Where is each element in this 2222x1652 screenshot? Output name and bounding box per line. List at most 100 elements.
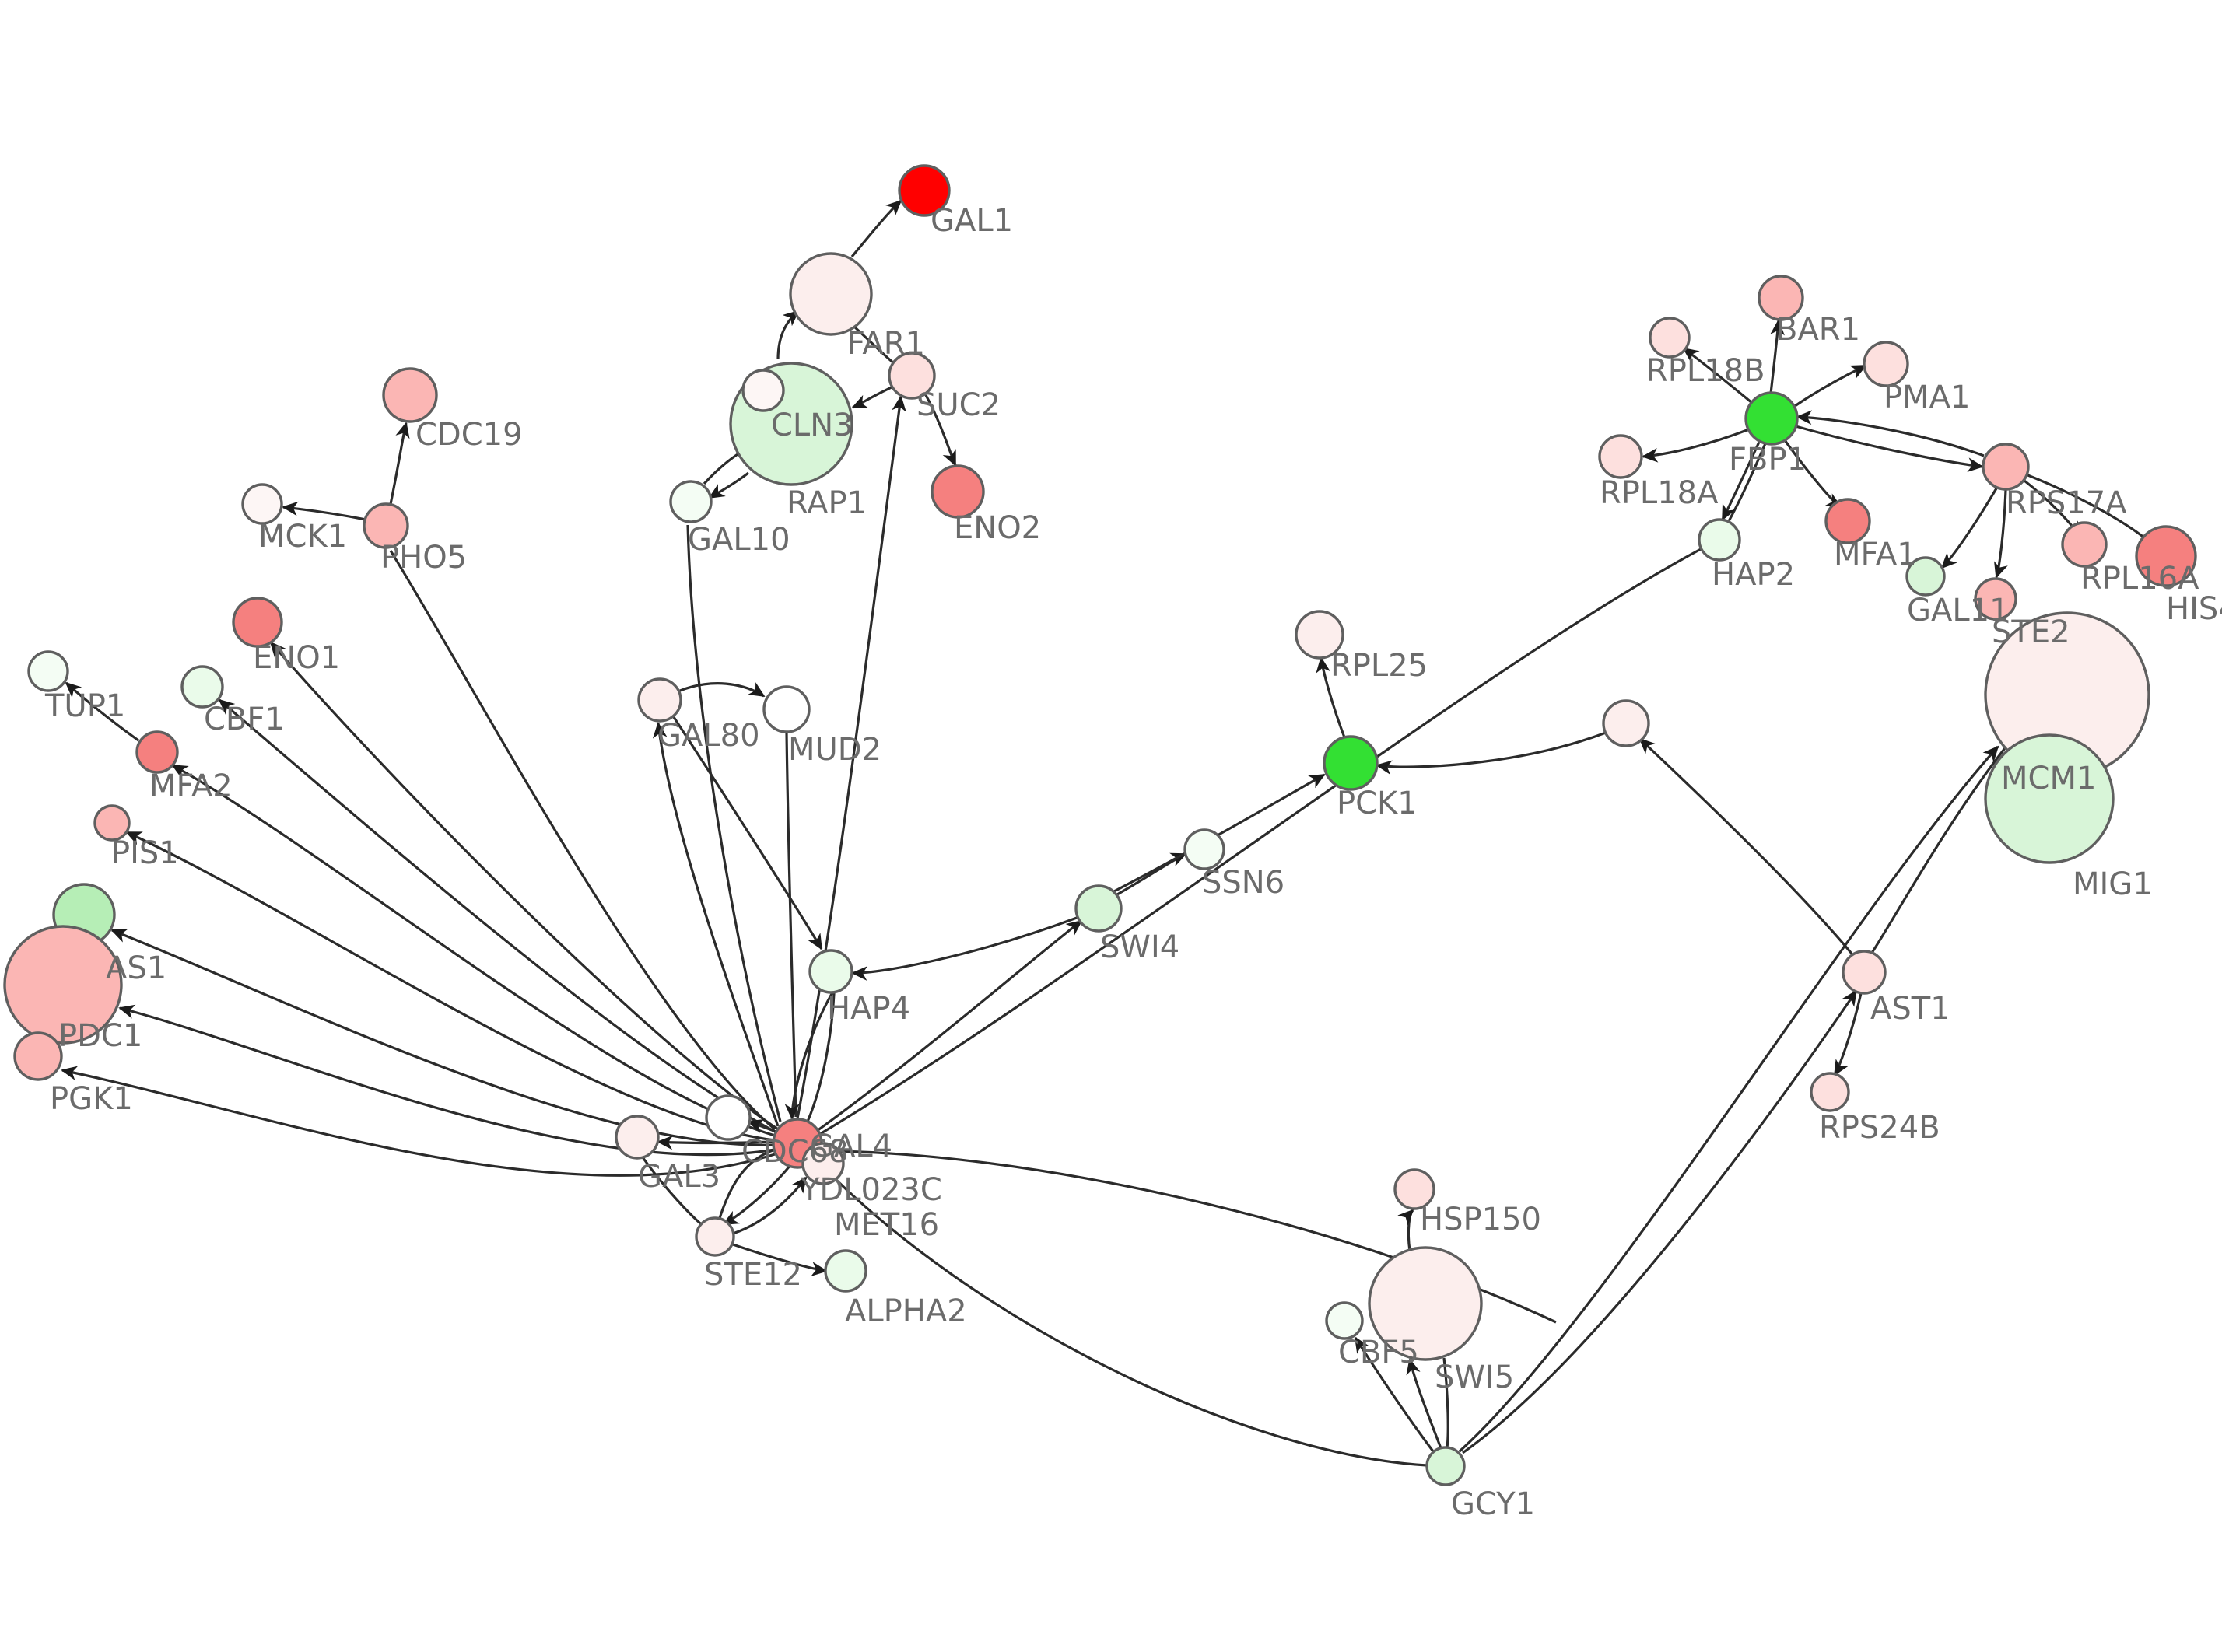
node-mfa1[interactable] bbox=[1824, 498, 1871, 544]
node-cdc68[interactable] bbox=[705, 1094, 752, 1141]
node-label-cln3: CLN3 bbox=[771, 408, 853, 443]
edge-gal4-to-gal80 bbox=[652, 722, 780, 1127]
node-gcy1[interactable] bbox=[1425, 1446, 1466, 1486]
node-ste2[interactable] bbox=[1974, 577, 2017, 621]
node-ssn6[interactable] bbox=[1183, 828, 1225, 870]
node-label-hap4: HAP4 bbox=[827, 991, 910, 1027]
edge-cln3-to-far1 bbox=[776, 310, 800, 360]
edge-fbp1-to-rpl18b bbox=[1682, 347, 1754, 404]
edge-gal80-to-hap4 bbox=[672, 716, 823, 950]
node-pma1[interactable] bbox=[1863, 341, 1909, 387]
node-unk1[interactable] bbox=[1602, 699, 1650, 747]
edge-far1-to-gal1 bbox=[850, 199, 902, 258]
node-label-fbp1: FBP1 bbox=[1729, 442, 1807, 478]
edge-gal4-to-hap2 bbox=[819, 548, 1702, 1136]
node-bar1[interactable] bbox=[1758, 275, 1804, 321]
node-his4[interactable] bbox=[2135, 525, 2197, 587]
node-label-swi4: SWI4 bbox=[1100, 929, 1179, 965]
node-pgk1[interactable] bbox=[13, 1031, 63, 1081]
node-far1[interactable] bbox=[789, 252, 873, 336]
edge-pck1-to-rpl25 bbox=[1316, 656, 1346, 738]
node-gal11[interactable] bbox=[1905, 556, 1946, 597]
node-rpl18a[interactable] bbox=[1598, 434, 1643, 479]
node-label-cbf1: CBF1 bbox=[204, 702, 285, 737]
node-rps24b[interactable] bbox=[1810, 1072, 1850, 1112]
node-label-gal4: GAL4 bbox=[810, 1129, 892, 1164]
node-label-rps17a: RPS17A bbox=[2006, 485, 2127, 521]
node-hap2[interactable] bbox=[1698, 518, 1741, 562]
node-cbf5[interactable] bbox=[1325, 1301, 1364, 1340]
node-rap1[interactable] bbox=[741, 369, 785, 412]
node-label-pma1: PMA1 bbox=[1884, 380, 1970, 415]
node-label-swi5: SWI5 bbox=[1435, 1360, 1514, 1395]
edge-gal80-to-mud2 bbox=[679, 682, 766, 698]
node-label-ste2: STE2 bbox=[1992, 614, 2070, 650]
node-suc2[interactable] bbox=[888, 352, 936, 400]
node-mig1[interactable] bbox=[1984, 733, 2115, 864]
node-ast1[interactable] bbox=[1842, 950, 1887, 995]
node-hsp150[interactable] bbox=[1393, 1168, 1435, 1210]
node-label-rpl18b: RPL18B bbox=[1646, 353, 1765, 389]
edge-gal4-to-gcy1 bbox=[815, 1159, 1428, 1467]
edge-mcm1-to-ast1 bbox=[1869, 744, 2009, 956]
edge-pho5-to-cdc19 bbox=[389, 422, 410, 505]
edge-fbp1-to-rps17a bbox=[1795, 425, 1984, 472]
node-cdc19[interactable] bbox=[382, 367, 438, 423]
node-label-ast1: AST1 bbox=[1870, 991, 1950, 1027]
node-swi5[interactable] bbox=[1368, 1246, 1483, 1361]
edge-gal4-to-pdc1 bbox=[118, 1004, 776, 1157]
node-label-mud2: MUD2 bbox=[788, 732, 881, 768]
node-gal80[interactable] bbox=[637, 677, 682, 723]
node-pck1[interactable] bbox=[1323, 735, 1379, 791]
node-ste12[interactable] bbox=[695, 1216, 735, 1257]
node-label-pis1: PIS1 bbox=[111, 835, 179, 871]
node-eno2[interactable] bbox=[931, 464, 985, 519]
node-rpl18b[interactable] bbox=[1649, 317, 1691, 359]
node-label-rps24b: RPS24B bbox=[1819, 1110, 1940, 1146]
node-label-hsp150: HSP150 bbox=[1420, 1202, 1541, 1237]
edge-swi5-to-hsp150 bbox=[1397, 1209, 1414, 1251]
node-mud2[interactable] bbox=[762, 685, 811, 733]
edge-fbp1-to-rpl18a bbox=[1642, 428, 1750, 463]
node-label-rap1: RAP1 bbox=[787, 485, 867, 521]
node-hap4[interactable] bbox=[808, 949, 853, 994]
node-label-mfa2: MFA2 bbox=[149, 768, 233, 804]
node-label-bar1: BAR1 bbox=[1776, 312, 1860, 348]
node-rpl25[interactable] bbox=[1295, 610, 1344, 660]
node-pdc1[interactable] bbox=[3, 925, 123, 1045]
node-gal10[interactable] bbox=[669, 480, 713, 523]
node-mck1[interactable] bbox=[241, 483, 283, 525]
node-alpha2[interactable] bbox=[824, 1249, 867, 1293]
node-gal3[interactable] bbox=[615, 1115, 660, 1160]
node-label-rpl16a: RPL16A bbox=[2080, 561, 2199, 597]
node-ydl023c[interactable] bbox=[801, 1142, 845, 1185]
node-label-rpl25: RPL25 bbox=[1330, 648, 1428, 684]
node-rps17a[interactable] bbox=[1982, 443, 2030, 491]
node-tup1[interactable] bbox=[27, 650, 69, 692]
node-label-suc2: SUC2 bbox=[916, 387, 1001, 423]
node-label-gal3: GAL3 bbox=[638, 1159, 720, 1195]
edge-ast1-to-unk1 bbox=[1638, 737, 1853, 955]
node-label-as1: AS1 bbox=[106, 950, 166, 986]
edge-suc2-to-eno2 bbox=[924, 394, 957, 467]
node-eno1[interactable] bbox=[232, 597, 283, 648]
edges-layer bbox=[61, 199, 2152, 1467]
node-rpl16a[interactable] bbox=[2061, 521, 2108, 568]
labels-layer: GAL1 FAR1 SUC2 CLN3 RAP1 ENO2 GAL10 CDC19 PHO5 MC… bbox=[44, 203, 2222, 1522]
node-pho5[interactable] bbox=[363, 502, 409, 549]
node-label-mfa1: MFA1 bbox=[1834, 537, 1917, 572]
node-label-hap2: HAP2 bbox=[1712, 557, 1795, 593]
node-label-mcm1: MCM1 bbox=[2001, 761, 2096, 796]
node-fbp1[interactable] bbox=[1744, 391, 1799, 446]
node-gal1[interactable] bbox=[898, 164, 951, 217]
edge-swi4-to-hap4 bbox=[851, 916, 1078, 981]
node-cbf1[interactable] bbox=[180, 665, 224, 709]
node-mfa2[interactable] bbox=[135, 730, 179, 774]
node-swi4[interactable] bbox=[1074, 884, 1123, 933]
edge-hap4-to-gal4 bbox=[784, 992, 834, 1120]
edge-fbp1-to-hap2 bbox=[1721, 439, 1761, 521]
edge-ste12-to-ydl023c bbox=[732, 1176, 808, 1235]
node-pis1[interactable] bbox=[93, 804, 131, 842]
edge-swi4-to-ssn6 bbox=[1116, 852, 1187, 896]
